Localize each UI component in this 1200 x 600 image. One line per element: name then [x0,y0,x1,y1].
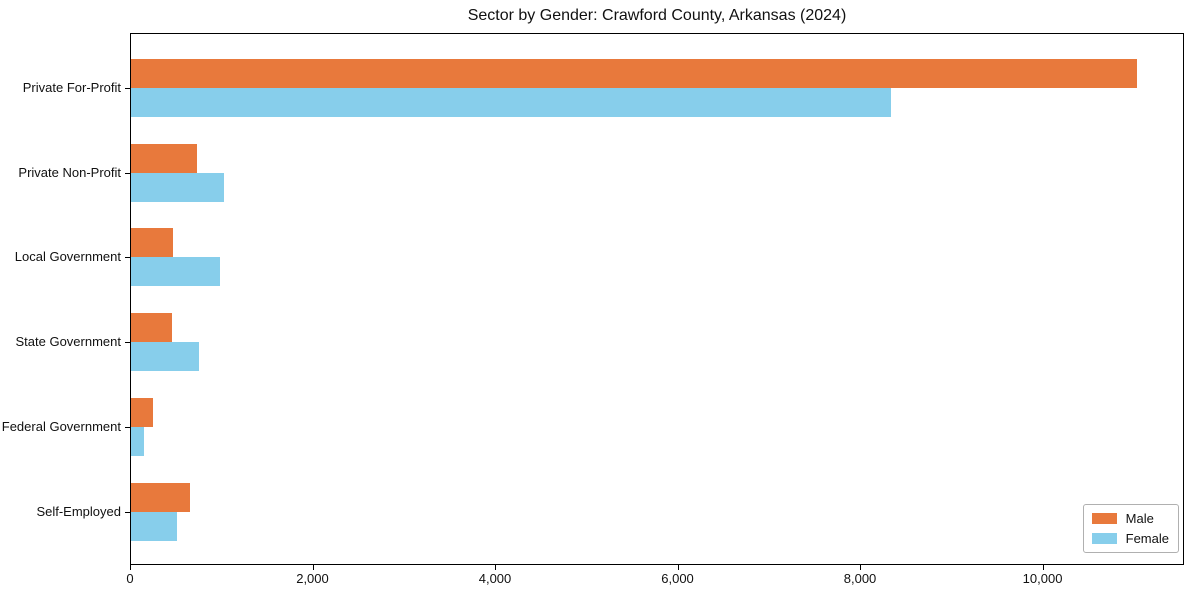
xtick-mark [677,565,679,570]
ytick-label-local-government: Local Government [14,249,121,265]
ytick-mark [125,257,130,259]
ytick-mark [125,342,130,344]
ytick-mark [125,511,130,513]
ytick-label-state-government: State Government [15,334,122,350]
xtick-label-8000: 8,000 [843,571,877,586]
ytick-label-federal-government: Federal Government [1,418,121,434]
xtick-mark [312,565,314,570]
xtick-mark [495,565,497,570]
xtick-label-10000: 10,000 [1022,571,1063,586]
bar-female-self-employed [131,511,177,541]
ytick-mark [125,88,130,89]
legend: Male Female [1082,504,1179,553]
xtick-label-2000: 2,000 [296,571,329,586]
legend-label-female: Female [1125,531,1169,546]
xtick-label-4000: 4,000 [478,571,512,586]
legend-swatch-female [1091,533,1117,544]
xtick-mark [860,565,862,570]
xtick-mark [1042,565,1044,570]
bar-male-self-employed [131,482,190,512]
bars-layer [131,33,1183,565]
ytick-mark [125,426,130,428]
xtick-label-0: 0 [126,571,134,586]
bar-male-state-government [131,313,172,343]
legend-item-female: Female [1091,531,1169,546]
ytick-mark [125,172,130,174]
bar-male-private-non-profit [131,143,197,173]
bar-male-local-government [131,228,173,258]
bar-female-federal-government [131,426,144,456]
legend-item-male: Male [1091,511,1169,526]
bar-female-private-for-profit [131,88,891,117]
chart-title: Sector by Gender: Crawford County, Arkan… [467,7,847,24]
xtick-mark [130,565,131,570]
legend-swatch-male [1091,513,1117,524]
bar-female-local-government [131,257,220,287]
xtick-label-6000: 6,000 [661,571,694,586]
bar-male-private-for-profit [131,59,1137,88]
bar-female-private-non-profit [131,172,224,202]
ytick-label-self-employed: Self-Employed [36,503,121,519]
plot-area: Male Female [130,33,1184,565]
bar-female-state-government [131,342,199,372]
ytick-label-private-for-profit: Private For-Profit [22,80,121,95]
ytick-label-private-non-profit: Private Non-Profit [18,164,121,180]
legend-label-male: Male [1125,511,1154,526]
bar-male-federal-government [131,397,153,427]
